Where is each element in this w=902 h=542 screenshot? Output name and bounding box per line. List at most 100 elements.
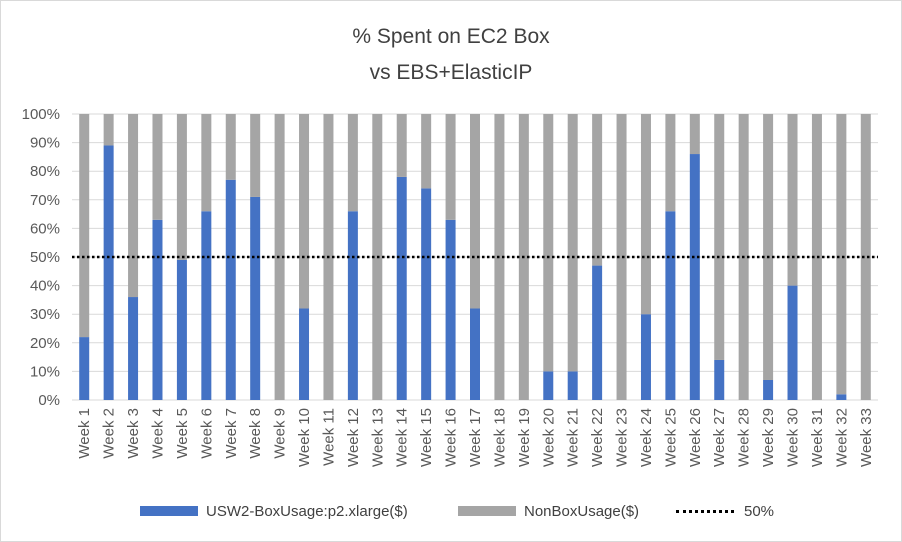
y-tick-label: 40% [30, 278, 60, 295]
bar-non-box-usage [665, 114, 676, 212]
bar-non-box-usage [787, 114, 798, 286]
x-tick-label: Week 20 [540, 408, 557, 467]
bar-box-usage [421, 188, 432, 400]
bar-box-usage [543, 371, 554, 400]
x-tick-label: Week 21 [565, 408, 582, 467]
bar-box-usage [347, 211, 358, 400]
bar-non-box-usage [860, 114, 871, 400]
x-tick-label: Week 15 [418, 408, 435, 467]
bar-box-usage [299, 308, 310, 400]
bar-non-box-usage [616, 114, 627, 400]
bar-box-usage [445, 219, 456, 400]
x-tick-label: Week 28 [736, 408, 753, 467]
bar-non-box-usage [396, 114, 407, 177]
x-tick-label: Week 17 [467, 408, 484, 467]
bar-box-usage [470, 308, 480, 400]
chart-title-line-1: % Spent on EC2 Box [352, 25, 550, 48]
bar-box-usage [763, 379, 774, 400]
legend-item-non-box-usage: NonBoxUsage($) [458, 500, 639, 522]
bar-box-usage [836, 394, 847, 400]
x-tick-label: Week 5 [174, 408, 191, 459]
bar-non-box-usage [201, 114, 212, 212]
bar-non-box-usage [225, 114, 236, 180]
bar-box-usage [640, 314, 651, 400]
bar-box-usage [152, 219, 163, 400]
legend-item-box-usage: USW2-BoxUsage:p2.xlarge($) [140, 500, 408, 522]
bar-box-usage [250, 196, 261, 400]
bar-non-box-usage [567, 114, 578, 372]
x-tick-label: Week 30 [785, 408, 802, 467]
x-tick-label: Week 2 [101, 408, 118, 459]
bar-non-box-usage [445, 114, 456, 220]
bar-box-usage [103, 145, 114, 400]
legend-label-non-box-usage: NonBoxUsage($) [524, 502, 640, 520]
bar-box-usage [787, 285, 798, 400]
bar-box-usage [201, 211, 212, 400]
bar-non-box-usage [763, 114, 774, 380]
legend-swatch-non-box-usage [458, 506, 516, 516]
bar-non-box-usage [592, 114, 603, 266]
x-tick-label: Week 12 [345, 408, 362, 467]
bar-non-box-usage [811, 114, 822, 400]
legend-swatch-box-usage [140, 506, 198, 516]
x-tick-label: Week 22 [589, 408, 606, 467]
x-tick-label: Week 18 [491, 408, 508, 467]
x-tick-label: Week 23 [614, 408, 631, 467]
bar-box-usage [665, 211, 676, 400]
x-tick-label: Week 27 [711, 408, 728, 467]
legend-swatch-50-percent [676, 509, 734, 513]
bar-non-box-usage [347, 114, 358, 212]
chart-title-line-2: vs EBS+ElasticIP [369, 61, 533, 84]
bar-non-box-usage [79, 114, 90, 338]
y-tick-label: 0% [38, 392, 60, 409]
y-tick-label: 100% [22, 106, 60, 123]
y-tick-label: 30% [30, 306, 60, 323]
bar-non-box-usage [152, 114, 163, 220]
bar-box-usage [176, 259, 187, 400]
bar-non-box-usage [543, 114, 554, 372]
x-tick-label: Week 4 [149, 408, 166, 459]
x-tick-label: Week 10 [296, 408, 313, 467]
bar-non-box-usage [421, 114, 432, 189]
x-tick-label: Week 32 [833, 408, 850, 467]
x-tick-label: Week 33 [858, 408, 875, 467]
bar-box-usage [396, 176, 407, 400]
bar-non-box-usage [836, 114, 847, 395]
bar-non-box-usage [128, 114, 139, 298]
bar-non-box-usage [274, 114, 285, 400]
x-tick-label: Week 3 [125, 408, 142, 459]
x-tick-label: Week 11 [320, 408, 337, 466]
bar-non-box-usage [299, 114, 310, 309]
legend-label-50-percent: 50% [744, 502, 775, 520]
y-tick-label: 70% [30, 192, 60, 209]
legend: USW2-BoxUsage:p2.xlarge($) NonBoxUsage($… [0, 500, 902, 522]
x-tick-label: Week 1 [76, 408, 93, 459]
y-tick-label: 80% [30, 163, 60, 180]
bar-box-usage [128, 297, 139, 400]
x-tick-label: Week 14 [394, 408, 411, 467]
legend-item-50-percent: 50% [676, 500, 774, 522]
bar-non-box-usage [714, 114, 725, 360]
bar-box-usage [714, 359, 725, 400]
legend-label-box-usage: USW2-BoxUsage:p2.xlarge($) [206, 502, 408, 520]
bar-box-usage [225, 179, 236, 400]
bar-box-usage [79, 337, 90, 400]
bar-non-box-usage [103, 114, 114, 146]
y-tick-label: 20% [30, 335, 60, 352]
x-tick-label: Week 26 [687, 408, 704, 467]
x-tick-label: Week 31 [809, 408, 826, 467]
bar-non-box-usage [640, 114, 651, 315]
bar-box-usage [567, 371, 578, 400]
x-tick-label: Week 25 [662, 408, 679, 467]
x-tick-label: Week 19 [516, 408, 533, 467]
x-tick-label: Week 7 [223, 408, 240, 459]
y-tick-label: 50% [30, 249, 60, 266]
bar-box-usage [689, 154, 700, 400]
bar-non-box-usage [470, 114, 480, 309]
y-tick-label: 90% [30, 135, 60, 152]
bar-box-usage [592, 265, 603, 400]
x-tick-label: Week 24 [638, 408, 655, 467]
bar-non-box-usage [250, 114, 261, 197]
x-tick-label: Week 29 [760, 408, 777, 467]
